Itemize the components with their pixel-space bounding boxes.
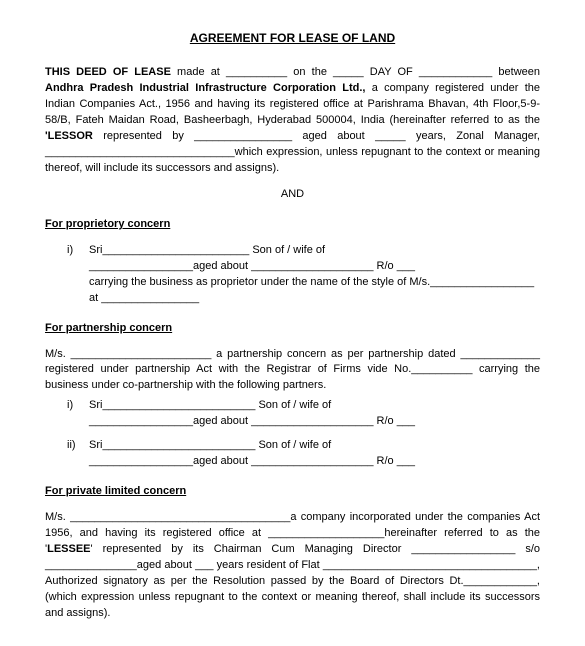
partnership-heading: For partnership concern <box>45 321 540 337</box>
proprietory-item: i) Sri________________________ Son of / … <box>45 243 540 307</box>
and-separator: AND <box>45 187 540 203</box>
intro-t1: made at __________ on the _____ DAY OF _… <box>171 66 540 78</box>
proprietory-line1: Sri________________________ Son of / wif… <box>89 243 540 259</box>
intro-t3: represented by ________________ aged abo… <box>45 130 540 174</box>
document-title: AGREEMENT FOR LEASE OF LAND <box>45 30 540 47</box>
private-heading: For private limited concern <box>45 484 540 500</box>
private-para: M/s. ___________________________________… <box>45 510 540 622</box>
company-name: Andhra Pradesh Industrial Infrastructure… <box>45 82 366 94</box>
partnership-para: M/s. _______________________ a partnersh… <box>45 347 540 395</box>
partnership-i-l1: Sri_________________________ Son of / wi… <box>89 398 540 414</box>
partnership-ii-num: ii) <box>67 438 89 470</box>
proprietory-heading: For proprietory concern <box>45 217 540 233</box>
lessee-label: LESSEE <box>47 543 90 555</box>
partnership-i-num: i) <box>67 398 89 430</box>
private-t1b: ' represented by its Chairman Cum Managi… <box>45 543 540 619</box>
partnership-ii-l1: Sri_________________________ Son of / wi… <box>89 438 540 454</box>
partnership-i-l2: _________________aged about ____________… <box>89 414 540 430</box>
partnership-ii-l2: _________________aged about ____________… <box>89 454 540 470</box>
intro-paragraph: THIS DEED OF LEASE made at __________ on… <box>45 65 540 177</box>
proprietory-num: i) <box>67 243 89 307</box>
deed-lead: THIS DEED OF LEASE <box>45 66 171 78</box>
partnership-item-1: i) Sri_________________________ Son of /… <box>45 398 540 430</box>
proprietory-line2: _________________aged about ____________… <box>89 259 540 275</box>
lessor-label: 'LESSOR <box>45 130 93 142</box>
proprietory-line3: carrying the business as proprietor unde… <box>89 275 540 307</box>
partnership-item-2: ii) Sri_________________________ Son of … <box>45 438 540 470</box>
document-page: AGREEMENT FOR LEASE OF LAND THIS DEED OF… <box>0 0 585 646</box>
